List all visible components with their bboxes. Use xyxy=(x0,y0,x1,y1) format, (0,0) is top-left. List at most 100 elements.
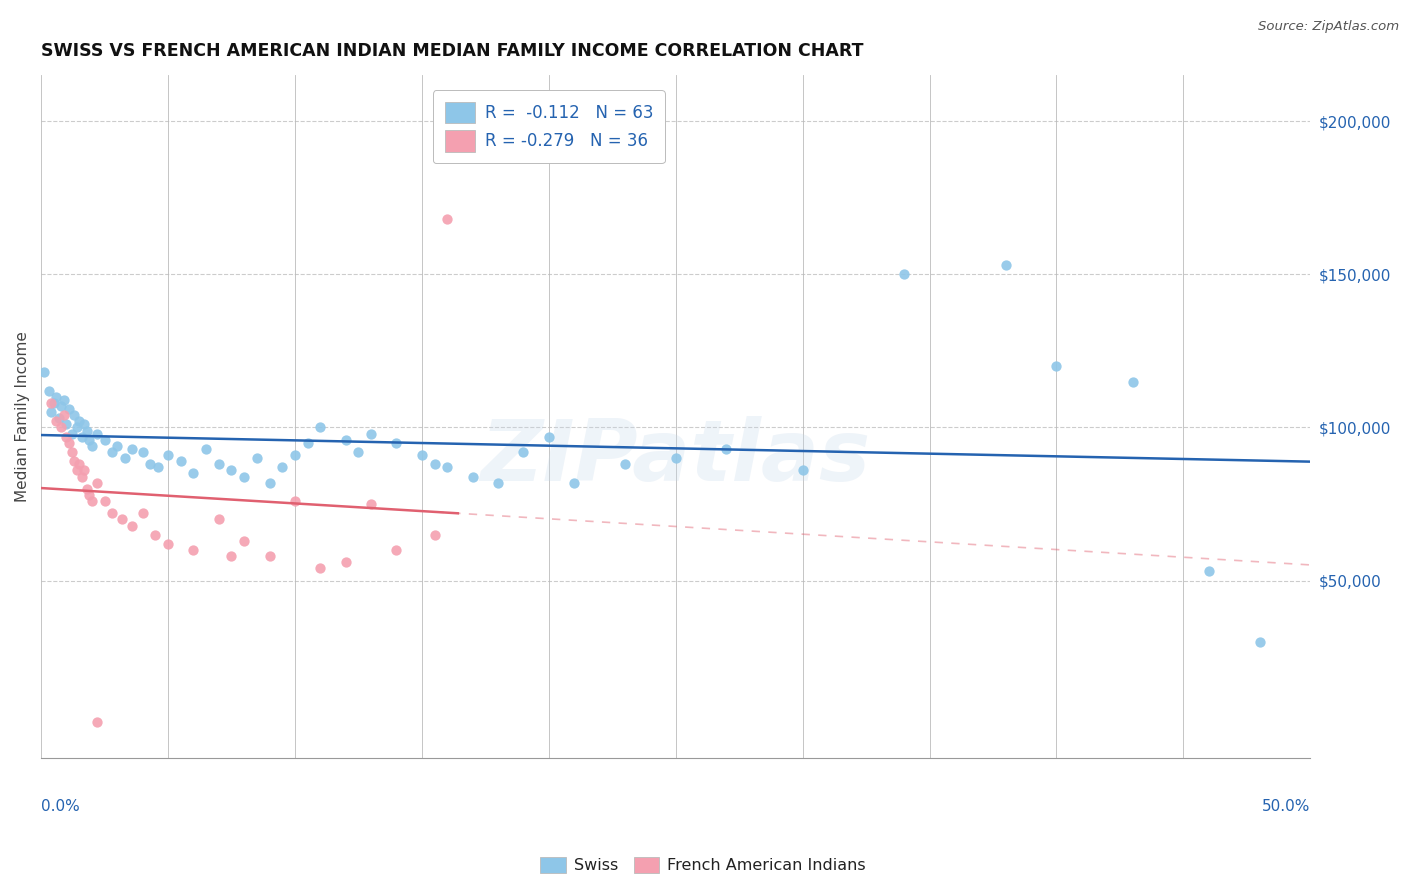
Point xyxy=(73,463,96,477)
Point xyxy=(335,433,357,447)
Point xyxy=(347,445,370,459)
Point xyxy=(67,457,90,471)
Point xyxy=(284,494,307,508)
Point xyxy=(70,469,93,483)
Point xyxy=(52,392,75,407)
Point xyxy=(76,482,98,496)
Point xyxy=(121,442,143,456)
Point xyxy=(80,494,103,508)
Point xyxy=(105,439,128,453)
Point xyxy=(436,460,458,475)
Text: Source: ZipAtlas.com: Source: ZipAtlas.com xyxy=(1258,20,1399,33)
Point xyxy=(436,212,458,227)
Point xyxy=(39,405,62,419)
Point xyxy=(613,457,636,471)
Point xyxy=(335,555,357,569)
Point xyxy=(271,460,294,475)
Point xyxy=(38,384,60,398)
Point xyxy=(67,414,90,428)
Text: 50.0%: 50.0% xyxy=(1263,799,1310,814)
Point xyxy=(1249,635,1271,649)
Point xyxy=(114,451,136,466)
Point xyxy=(39,396,62,410)
Point xyxy=(131,506,153,520)
Point xyxy=(233,533,256,548)
Point xyxy=(143,527,166,541)
Point xyxy=(55,430,77,444)
Point xyxy=(385,435,408,450)
Point xyxy=(423,527,446,541)
Point xyxy=(101,506,124,520)
Point xyxy=(461,469,484,483)
Point xyxy=(512,445,534,459)
Point xyxy=(63,454,86,468)
Y-axis label: Median Family Income: Median Family Income xyxy=(15,331,30,502)
Point xyxy=(297,435,319,450)
Point xyxy=(994,258,1017,272)
Point xyxy=(52,409,75,423)
Point xyxy=(259,549,281,564)
Point xyxy=(70,430,93,444)
Point xyxy=(111,512,134,526)
Point xyxy=(51,420,73,434)
Point xyxy=(32,365,55,379)
Point xyxy=(385,543,408,558)
Point xyxy=(86,714,108,729)
Point xyxy=(131,445,153,459)
Point xyxy=(309,420,332,434)
Point xyxy=(48,411,70,425)
Legend: R =  -0.112   N = 63, R = -0.279   N = 36: R = -0.112 N = 63, R = -0.279 N = 36 xyxy=(433,90,665,163)
Point xyxy=(183,467,205,481)
Point xyxy=(360,497,382,511)
Point xyxy=(58,435,80,450)
Point xyxy=(246,451,269,466)
Point xyxy=(537,430,560,444)
Point xyxy=(157,448,180,462)
Text: ZIPatlas: ZIPatlas xyxy=(481,417,870,500)
Point xyxy=(665,451,688,466)
Point xyxy=(101,445,124,459)
Point xyxy=(139,457,162,471)
Point xyxy=(60,445,83,459)
Point xyxy=(79,433,101,447)
Point xyxy=(42,396,65,410)
Point xyxy=(221,549,243,564)
Point xyxy=(221,463,243,477)
Point xyxy=(45,414,67,428)
Point xyxy=(58,402,80,417)
Point xyxy=(1045,359,1067,374)
Point xyxy=(93,433,115,447)
Point xyxy=(66,420,89,434)
Point xyxy=(195,442,218,456)
Point xyxy=(157,537,180,551)
Point xyxy=(146,460,169,475)
Point xyxy=(562,475,585,490)
Point xyxy=(284,448,307,462)
Text: SWISS VS FRENCH AMERICAN INDIAN MEDIAN FAMILY INCOME CORRELATION CHART: SWISS VS FRENCH AMERICAN INDIAN MEDIAN F… xyxy=(41,42,863,60)
Point xyxy=(208,457,231,471)
Point xyxy=(66,463,89,477)
Point xyxy=(208,512,231,526)
Point xyxy=(423,457,446,471)
Point xyxy=(792,463,814,477)
Point xyxy=(60,426,83,441)
Point xyxy=(86,475,108,490)
Legend: Swiss, French American Indians: Swiss, French American Indians xyxy=(534,850,872,880)
Point xyxy=(55,417,77,432)
Point xyxy=(93,494,115,508)
Point xyxy=(51,399,73,413)
Point xyxy=(170,454,193,468)
Point xyxy=(360,426,382,441)
Point xyxy=(79,488,101,502)
Point xyxy=(121,518,143,533)
Text: 0.0%: 0.0% xyxy=(41,799,80,814)
Point xyxy=(486,475,509,490)
Point xyxy=(716,442,738,456)
Point xyxy=(893,268,915,282)
Point xyxy=(86,426,108,441)
Point xyxy=(73,417,96,432)
Point xyxy=(63,409,86,423)
Point xyxy=(233,469,256,483)
Point xyxy=(183,543,205,558)
Point xyxy=(309,561,332,575)
